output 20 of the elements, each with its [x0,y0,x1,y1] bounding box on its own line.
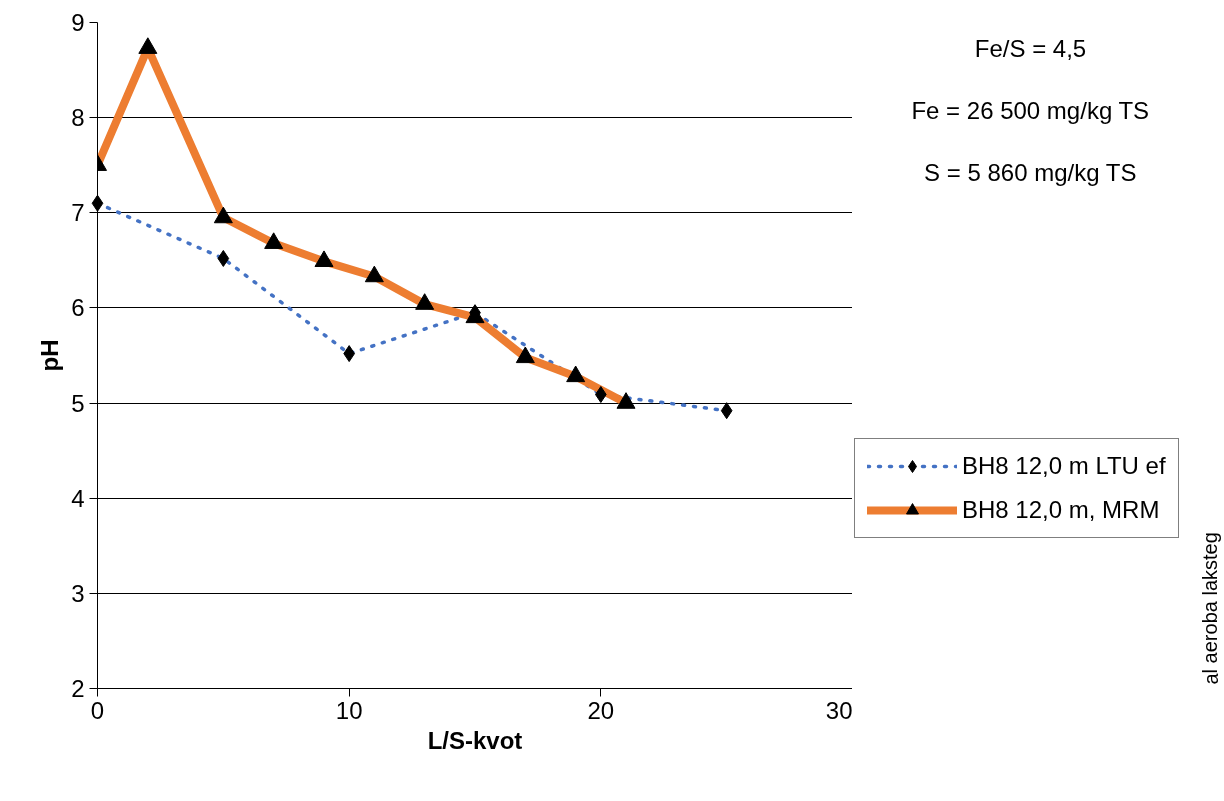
y-tick-label: 7 [71,199,85,227]
legend-label: BH8 12,0 m, MRM [962,496,1160,524]
legend-label: BH8 12,0 m LTU ef [962,452,1166,480]
text: Fe = 26 500 mg/kg TS [911,97,1150,124]
y-axis-title: pH [36,339,64,372]
y-tick-label: 5 [71,389,85,417]
x-tick-label: 10 [335,696,363,724]
x-tick-label: 0 [90,696,105,724]
x-tick-label: 20 [587,696,615,724]
text: S = 5 860 mg/kg TS [924,159,1137,186]
text: al aeroba laksteg [1199,532,1222,685]
y-tick-label: 3 [71,579,85,607]
y-tick-label: 2 [71,675,85,702]
y-tick-label: 6 [71,294,85,322]
text: Fe/S = 4,5 [974,35,1087,62]
y-tick-label: 4 [71,484,85,512]
y-tick-label: 8 [71,104,85,132]
x-tick-label: 30 [825,696,853,724]
y-tick-label: 9 [71,9,85,36]
x-axis-title: L/S-kvot [427,726,523,754]
